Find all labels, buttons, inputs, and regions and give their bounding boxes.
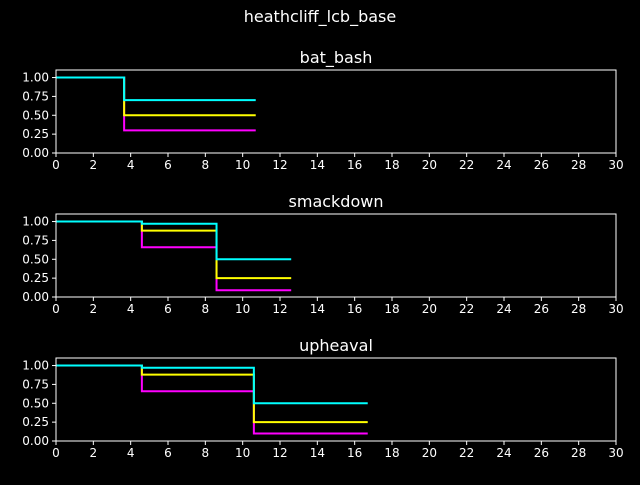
x-tick-label: 2	[90, 446, 98, 460]
axes-frame	[55, 69, 617, 154]
x-tick-label: 10	[235, 302, 250, 316]
x-tick-label: 20	[422, 158, 437, 172]
series-line-3	[56, 76, 256, 102]
x-tick-label: 30	[608, 158, 623, 172]
x-tick-label: 28	[571, 302, 586, 316]
x-tick-label: 30	[608, 446, 623, 460]
x-tick-label: 8	[202, 158, 210, 172]
series-line-1	[56, 220, 292, 292]
x-tick-label: 24	[496, 446, 511, 460]
y-tick-label: 0.25	[22, 271, 49, 285]
x-tick-label: 28	[571, 446, 586, 460]
x-tick-label: 20	[422, 302, 437, 316]
subplot-title: smackdown	[289, 192, 384, 211]
x-tick-label: 8	[202, 302, 210, 316]
x-tick-label: 6	[164, 158, 172, 172]
x-tick-label: 30	[608, 302, 623, 316]
x-tick-label: 6	[164, 302, 172, 316]
series-line-1	[56, 76, 256, 132]
x-tick-label: 4	[127, 302, 135, 316]
x-tick-label: 26	[534, 158, 549, 172]
y-tick-label: 0.50	[22, 252, 49, 266]
x-tick-label: 22	[459, 158, 474, 172]
x-tick-label: 22	[459, 446, 474, 460]
x-tick-label: 10	[235, 158, 250, 172]
subplot-title: bat_bash	[300, 48, 373, 68]
y-tick-label: 0.50	[22, 396, 49, 410]
x-tick-label: 0	[52, 446, 60, 460]
x-tick-label: 10	[235, 446, 250, 460]
x-tick-label: 18	[384, 302, 399, 316]
series-line-3	[56, 220, 292, 261]
x-tick-label: 22	[459, 302, 474, 316]
x-tick-label: 14	[310, 446, 325, 460]
x-tick-label: 24	[496, 158, 511, 172]
y-tick-label: 0.25	[22, 415, 49, 429]
series-line-3	[56, 364, 368, 405]
y-tick-label: 0.00	[22, 434, 49, 448]
x-tick-label: 2	[90, 158, 98, 172]
axes-frame	[55, 357, 617, 442]
x-tick-label: 16	[347, 158, 362, 172]
x-tick-label: 14	[310, 158, 325, 172]
x-tick-label: 18	[384, 446, 399, 460]
y-tick-label: 1.00	[22, 71, 49, 85]
y-tick-label: 0.00	[22, 290, 49, 304]
y-tick-label: 0.25	[22, 127, 49, 141]
x-tick-label: 4	[127, 446, 135, 460]
x-tick-label: 4	[127, 158, 135, 172]
x-tick-label: 20	[422, 446, 437, 460]
subplot-title: upheaval	[299, 336, 373, 355]
series-line-2	[56, 364, 368, 424]
x-tick-label: 14	[310, 302, 325, 316]
series-line-2	[56, 220, 292, 280]
x-tick-label: 28	[571, 158, 586, 172]
x-tick-label: 8	[202, 446, 210, 460]
x-tick-label: 6	[164, 446, 172, 460]
x-tick-label: 2	[90, 302, 98, 316]
y-tick-label: 0.75	[22, 233, 49, 247]
x-tick-label: 16	[347, 446, 362, 460]
x-tick-label: 18	[384, 158, 399, 172]
y-tick-label: 0.50	[22, 108, 49, 122]
x-tick-label: 26	[534, 446, 549, 460]
y-tick-label: 0.75	[22, 89, 49, 103]
x-tick-label: 16	[347, 302, 362, 316]
x-tick-label: 24	[496, 302, 511, 316]
x-tick-label: 26	[534, 302, 549, 316]
y-tick-label: 0.00	[22, 146, 49, 160]
x-tick-label: 0	[52, 158, 60, 172]
y-tick-label: 1.00	[22, 359, 49, 373]
series-line-2	[56, 76, 256, 117]
x-tick-label: 12	[272, 302, 287, 316]
series-line-1	[56, 364, 368, 435]
x-tick-label: 12	[272, 158, 287, 172]
y-tick-label: 0.75	[22, 377, 49, 391]
figure-title: heathcliff_lcb_base	[243, 7, 397, 26]
x-tick-label: 12	[272, 446, 287, 460]
x-tick-label: 0	[52, 302, 60, 316]
y-tick-label: 1.00	[22, 215, 49, 229]
axes-frame	[55, 213, 617, 298]
